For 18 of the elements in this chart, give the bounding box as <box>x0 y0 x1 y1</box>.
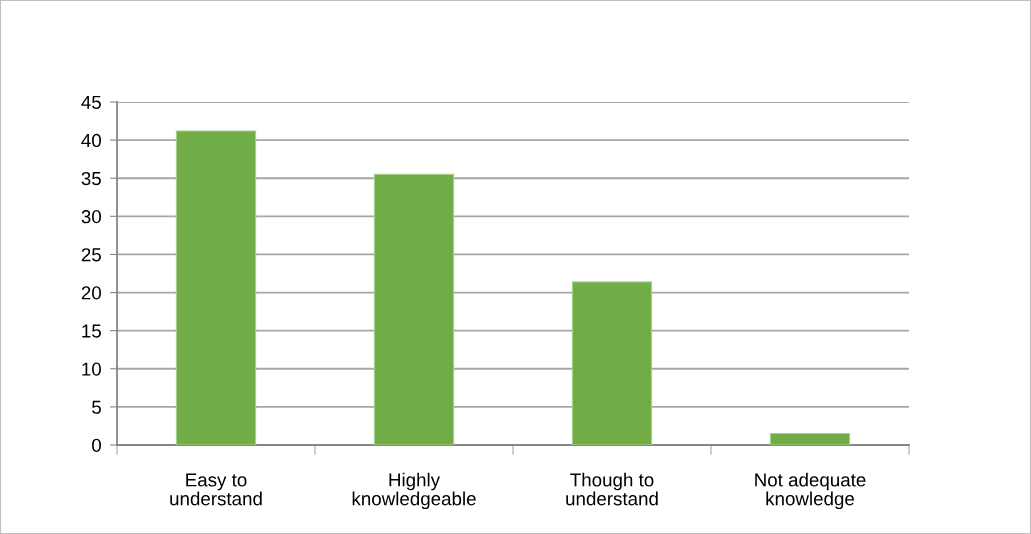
y-tick-label: 0 <box>92 438 101 452</box>
bar <box>769 433 851 445</box>
y-tick-label: 30 <box>81 210 101 224</box>
y-tick-label: 5 <box>92 400 101 414</box>
x-tick-label: Highly knowledgeable <box>352 472 476 510</box>
x-tick-label: Easy to understand <box>170 473 262 506</box>
x-tick-label: Though to understand <box>566 472 658 506</box>
y-tick-label: 15 <box>82 324 101 338</box>
bar <box>571 281 653 445</box>
y-tick-label: 25 <box>81 248 101 262</box>
y-tick-label: 10 <box>82 362 101 376</box>
y-tick-label: 45 <box>81 95 101 109</box>
bar <box>373 173 455 445</box>
y-tick-label: 40 <box>81 133 101 148</box>
x-tick-label: Not adequate knowledge <box>755 472 866 510</box>
y-tick-label: 20 <box>81 286 101 300</box>
bar <box>175 130 257 445</box>
y-tick-label: 35 <box>81 171 101 186</box>
